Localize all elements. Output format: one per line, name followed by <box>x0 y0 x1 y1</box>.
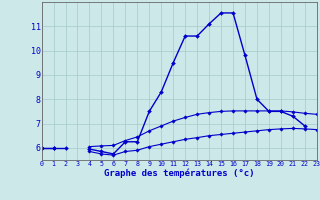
X-axis label: Graphe des températures (°c): Graphe des températures (°c) <box>104 168 254 178</box>
